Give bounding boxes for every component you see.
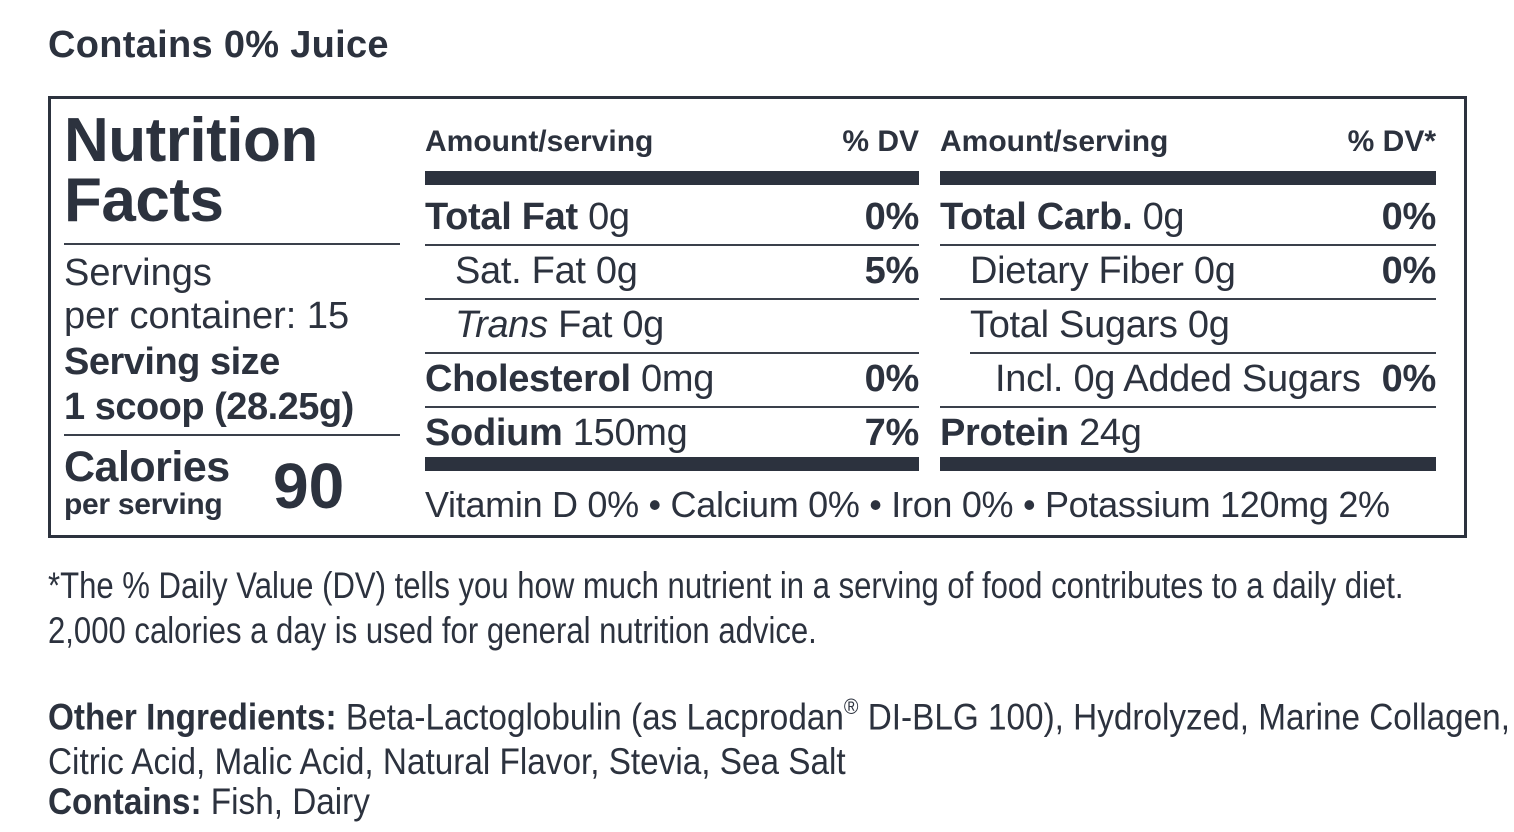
daily-value-footnote: *The % Daily Value (DV) tells you how mu… xyxy=(48,563,1404,653)
nutrient-dv: 0% xyxy=(1381,250,1437,292)
contains-juice-header: Contains 0% Juice xyxy=(48,24,389,66)
micronutrients-line: Vitamin D 0% • Calcium 0% • Iron 0% • Po… xyxy=(425,484,1390,525)
other-ingredients: Other Ingredients: Beta-Lactoglobulin (a… xyxy=(48,686,1510,784)
nutrient-name: Cholesterol xyxy=(425,358,631,400)
thick-rule xyxy=(425,457,919,471)
footnote-line-2: 2,000 calories a day is used for general… xyxy=(48,610,817,651)
nutrient-amount: 0mg xyxy=(630,358,715,400)
percent-dv-header: % DV* xyxy=(1347,125,1436,158)
nutrient-row-trans-fat: Trans Fat 0g xyxy=(425,304,919,350)
nutrient-amount: Fat 0g xyxy=(547,304,665,346)
nutrient-column-left: Amount/serving % DV Total Fat 0g 0% Sat.… xyxy=(425,99,919,535)
nutrient-name: Protein xyxy=(940,412,1069,454)
calories-sublabel: per serving xyxy=(64,488,223,521)
nutrient-row-total-carb: Total Carb. 0g 0% xyxy=(940,196,1436,242)
nutrition-facts-title: Nutrition Facts xyxy=(64,106,318,235)
serving-size-value: 1 scoop (28.25g) xyxy=(64,386,354,428)
thick-rule xyxy=(940,171,1436,185)
nutrient-column-right: Amount/serving % DV* Total Carb. 0g 0% D… xyxy=(940,99,1436,535)
nutrient-name-italic: Trans xyxy=(455,304,548,346)
nutrient-row-protein: Protein 24g xyxy=(940,412,1436,458)
nutrient-row-added-sugars: Incl. 0g Added Sugars 0% xyxy=(940,358,1436,404)
title-line-2: Facts xyxy=(64,166,224,235)
divider-under-serving-size xyxy=(64,434,400,436)
servings-line-1: Servings xyxy=(64,252,212,294)
contains-label: Contains: xyxy=(48,781,202,822)
nutrient-dv: 0% xyxy=(864,358,920,400)
nutrient-dv: 0% xyxy=(864,196,920,238)
nutrient-amount: Sat. Fat 0g xyxy=(455,250,638,292)
amount-serving-header: Amount/serving xyxy=(940,125,1169,158)
row-divider xyxy=(940,298,1436,300)
nutrient-dv: 0% xyxy=(1381,358,1437,400)
serving-size: Serving size 1 scoop (28.25g) xyxy=(64,340,354,430)
percent-dv-header: % DV xyxy=(842,125,919,158)
row-divider xyxy=(425,298,919,300)
nutrient-row-cholesterol: Cholesterol 0mg 0% xyxy=(425,358,919,404)
servings-line-2: per container: 15 xyxy=(64,295,350,337)
row-divider xyxy=(425,244,919,246)
divider-under-title xyxy=(64,243,400,245)
row-divider xyxy=(425,352,919,354)
amount-serving-header: Amount/serving xyxy=(425,125,654,158)
nutrient-name: Total Carb. xyxy=(940,196,1133,238)
other-ingredients-label: Other Ingredients: xyxy=(48,696,337,738)
row-divider xyxy=(425,406,919,408)
ingredients-text-2: DI-BLG 100), Hydrolyzed, Marine Collagen… xyxy=(858,696,1510,738)
thick-rule xyxy=(940,457,1436,471)
nutrient-amount: 0g xyxy=(577,196,630,238)
nutrient-dv: 7% xyxy=(864,412,920,454)
ingredients-text-1: Beta-Lactoglobulin (as Lacprodan xyxy=(336,696,844,738)
allergen-statement: Contains: Fish, Dairy xyxy=(48,781,370,823)
nutrient-row-total-fat: Total Fat 0g 0% xyxy=(425,196,919,242)
nutrient-amount: 150mg xyxy=(562,412,688,454)
nutrient-row-sat-fat: Sat. Fat 0g 5% xyxy=(425,250,919,296)
nutrient-amount: Dietary Fiber 0g xyxy=(970,250,1236,292)
nutrient-amount: Incl. 0g Added Sugars xyxy=(995,358,1361,400)
row-divider-indented xyxy=(970,352,1436,354)
nutrient-name: Sodium xyxy=(425,412,563,454)
nutrient-row-dietary-fiber: Dietary Fiber 0g 0% xyxy=(940,250,1436,296)
registered-trademark-symbol: ® xyxy=(843,694,859,719)
footnote-line-1: *The % Daily Value (DV) tells you how mu… xyxy=(48,565,1404,606)
nutrition-facts-panel: Nutrition Facts Servings per container: … xyxy=(48,96,1467,538)
nutrient-amount: 24g xyxy=(1068,412,1142,454)
row-divider xyxy=(940,406,1436,408)
nutrient-amount: 0g xyxy=(1132,196,1185,238)
nutrient-dv: 5% xyxy=(864,250,920,292)
nutrient-row-sodium: Sodium 150mg 7% xyxy=(425,412,919,458)
servings-per-container: Servings per container: 15 xyxy=(64,252,349,338)
nutrient-dv: 0% xyxy=(1381,196,1437,238)
title-line-1: Nutrition xyxy=(64,106,318,175)
nutrient-row-total-sugars: Total Sugars 0g xyxy=(940,304,1436,350)
serving-size-label: Serving size xyxy=(64,341,280,383)
nutrient-amount: Total Sugars 0g xyxy=(970,304,1230,346)
contains-text: Fish, Dairy xyxy=(201,781,370,822)
calories-label: Calories xyxy=(64,443,230,491)
thick-rule xyxy=(425,171,919,185)
ingredients-text-3: Citric Acid, Malic Acid, Natural Flavor,… xyxy=(48,741,846,783)
nutrient-name: Total Fat xyxy=(425,196,578,238)
row-divider xyxy=(940,244,1436,246)
calories-value: 90 xyxy=(273,450,345,522)
